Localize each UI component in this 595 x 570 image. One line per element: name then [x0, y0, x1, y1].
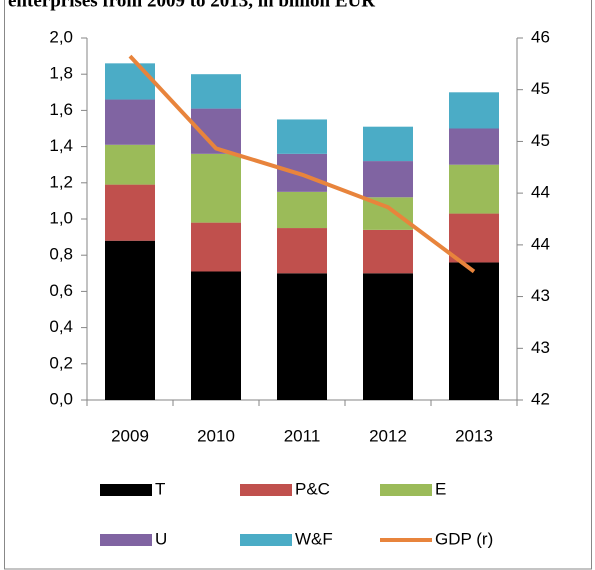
x-tick-label: 2013 — [455, 426, 493, 445]
y-tick-label: 1,6 — [49, 100, 73, 119]
legend-swatch — [100, 534, 152, 546]
legend-swatch — [240, 484, 292, 496]
bar-segment — [105, 184, 155, 241]
bar-segment — [191, 153, 241, 223]
y-tick-label: 0,4 — [49, 317, 73, 336]
bar-segment — [449, 92, 499, 129]
y2-tick-label: 42 — [531, 389, 550, 408]
y-tick-label: 0,8 — [49, 245, 73, 264]
y2-tick-label: 43 — [531, 338, 550, 357]
y2-tick-label: 43 — [531, 286, 550, 305]
bar-segment — [105, 240, 155, 400]
y2-tick-label: 44 — [531, 183, 550, 202]
bar-segment — [363, 126, 413, 162]
bar-segment — [191, 222, 241, 272]
legend-label: W&F — [295, 529, 333, 548]
bar-segment — [191, 74, 241, 109]
bar-segment — [277, 228, 327, 274]
bar-segment — [449, 128, 499, 165]
legend-label: P&C — [295, 479, 330, 498]
legend-swatch — [380, 484, 432, 496]
legend-swatch — [240, 534, 292, 546]
chart-title: enterprises from 2009 to 2013, in billio… — [8, 0, 375, 11]
bar-segment — [363, 273, 413, 400]
y-tick-label: 2,0 — [49, 27, 73, 46]
bar-segment — [105, 99, 155, 145]
x-tick-label: 2009 — [111, 426, 149, 445]
legend-label: U — [155, 529, 167, 548]
legend-swatch — [100, 484, 152, 496]
bar-segment — [105, 63, 155, 100]
y-tick-label: 1,4 — [49, 136, 73, 155]
bar-segment — [449, 164, 499, 214]
y2-tick-label: 44 — [531, 234, 550, 253]
legend-label: E — [435, 479, 446, 498]
bar-segment — [277, 273, 327, 400]
bar-segment — [363, 161, 413, 198]
bar-segment — [191, 271, 241, 400]
x-tick-label: 2011 — [284, 426, 321, 445]
y-tick-label: 1,0 — [49, 208, 73, 227]
y-tick-label: 0,2 — [49, 353, 73, 372]
y2-tick-label: 46 — [531, 27, 550, 46]
bar-segment — [277, 191, 327, 229]
bar-segment — [449, 262, 499, 400]
legend-label: T — [155, 479, 165, 498]
legend-label: GDP (r) — [435, 529, 493, 548]
x-tick-label: 2010 — [197, 426, 235, 445]
y-tick-label: 1,8 — [49, 64, 73, 83]
bar-segment — [105, 144, 155, 185]
y2-tick-label: 45 — [531, 131, 550, 150]
bar-segment — [277, 119, 327, 154]
y2-tick-label: 45 — [531, 79, 550, 98]
bar-segment — [449, 213, 499, 263]
gdp-line — [128, 54, 476, 274]
x-tick-label: 2012 — [369, 426, 407, 445]
bar-segment — [363, 229, 413, 274]
chart-border — [4, 0, 592, 570]
y-tick-label: 0,6 — [49, 281, 73, 300]
y-tick-label: 1,2 — [49, 172, 73, 191]
y-tick-label: 0,0 — [49, 389, 73, 408]
